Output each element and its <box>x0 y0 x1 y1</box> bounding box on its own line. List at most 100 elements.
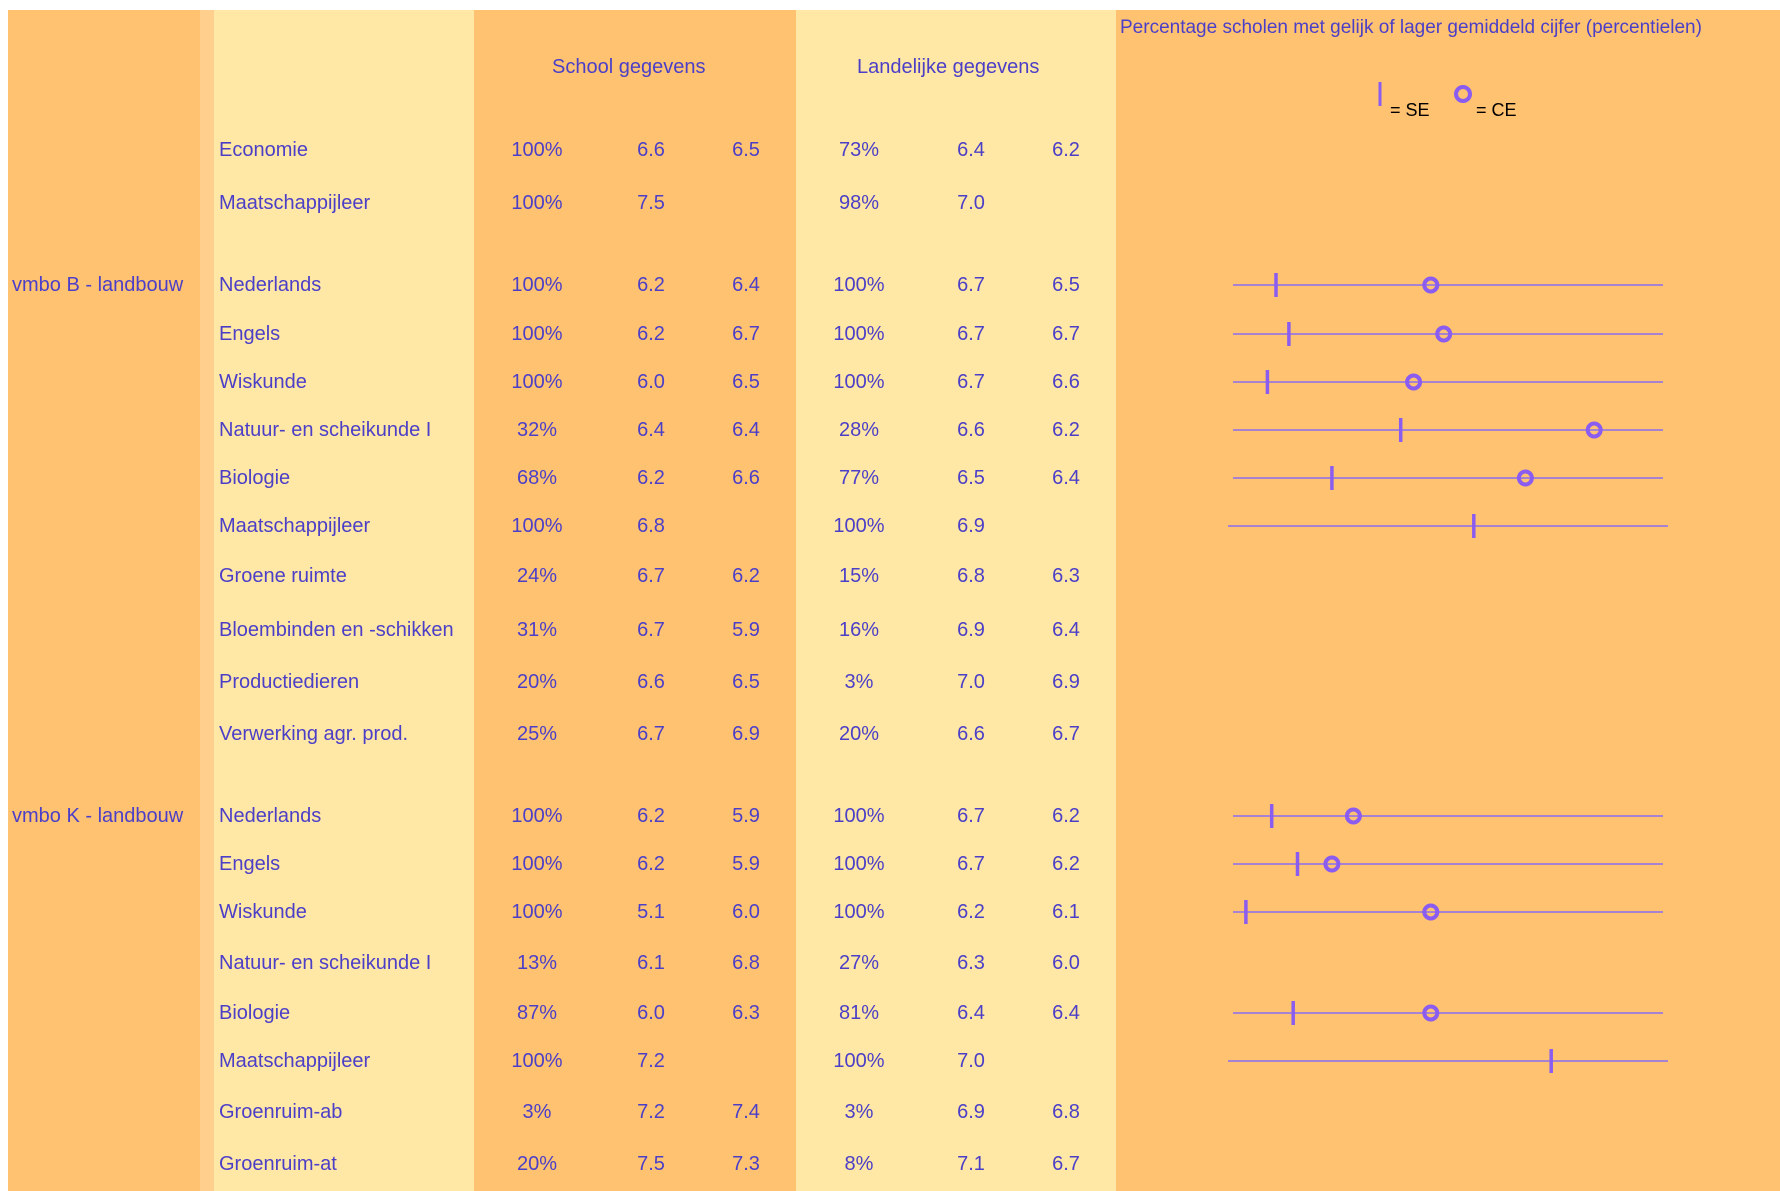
subject-name: Bloembinden en -schikken <box>219 619 454 641</box>
subject-name: Engels <box>219 323 281 345</box>
school-ce-grade: 7.3 <box>732 1153 760 1175</box>
national-se-grade: 6.8 <box>957 565 985 587</box>
national-se-grade: 7.0 <box>957 671 985 693</box>
school-percentage: 100% <box>511 371 563 393</box>
national-percentage: 98% <box>838 192 880 214</box>
school-percentage: 100% <box>511 1050 563 1072</box>
school-se-grade: 6.6 <box>637 139 665 161</box>
school-percentage: 24% <box>516 565 558 587</box>
school-se-grade: 5.1 <box>637 901 665 923</box>
school-percentage: 100% <box>511 853 563 875</box>
national-percentage: 16% <box>838 619 880 641</box>
subject-name: Nederlands <box>219 274 322 296</box>
school-ce-grade: 6.4 <box>732 274 760 296</box>
national-se-grade: 6.9 <box>957 619 985 641</box>
national-se-grade: 6.2 <box>957 901 985 923</box>
national-percentage: 77% <box>838 467 880 489</box>
school-percentage: 100% <box>511 139 563 161</box>
national-se-grade: 7.0 <box>957 1050 985 1072</box>
school-se-grade: 6.2 <box>637 853 665 875</box>
national-percentage: 100% <box>833 323 885 345</box>
school-percentage: 3% <box>522 1101 552 1123</box>
ce-marker <box>1323 855 1341 873</box>
subject-name: Productiedieren <box>219 671 360 693</box>
school-ce-grade: 6.9 <box>732 723 760 745</box>
school-percentage: 100% <box>511 192 563 214</box>
national-se-grade: 6.7 <box>957 371 985 393</box>
school-ce-grade: 6.7 <box>732 323 760 345</box>
national-ce-grade: 6.4 <box>1052 467 1080 489</box>
school-se-grade: 6.6 <box>637 671 665 693</box>
national-se-grade: 6.3 <box>957 952 985 974</box>
national-percentage: 100% <box>833 515 885 537</box>
school-se-grade: 6.8 <box>637 515 665 537</box>
national-ce-grade: 6.8 <box>1052 1101 1080 1123</box>
school-se-grade: 6.1 <box>637 952 665 974</box>
subject-name: Natuur- en scheikunde I <box>219 419 432 441</box>
school-se-grade: 6.2 <box>637 323 665 345</box>
national-percentage: 73% <box>838 139 880 161</box>
national-percentage: 20% <box>838 723 880 745</box>
school-ce-grade: 6.5 <box>732 139 760 161</box>
school-se-grade: 6.7 <box>637 723 665 745</box>
national-ce-grade: 6.5 <box>1052 274 1080 296</box>
subject-name: Wiskunde <box>219 371 307 393</box>
national-percentage: 100% <box>833 853 885 875</box>
national-ce-grade: 6.2 <box>1052 419 1080 441</box>
national-se-grade: 6.4 <box>957 1002 985 1024</box>
school-data-column <box>474 10 796 1191</box>
national-ce-grade: 6.2 <box>1052 853 1080 875</box>
national-ce-grade: 6.7 <box>1052 323 1080 345</box>
school-se-grade: 7.2 <box>637 1050 665 1072</box>
school-se-grade: 6.4 <box>637 419 665 441</box>
national-percentage: 3% <box>844 671 874 693</box>
percentile-chart-column <box>1116 10 1780 1191</box>
national-percentage: 100% <box>833 1050 885 1072</box>
subject-name: Natuur- en scheikunde I <box>219 952 432 974</box>
ce-marker <box>1405 373 1423 391</box>
national-se-grade: 6.7 <box>957 805 985 827</box>
national-percentage: 81% <box>838 1002 880 1024</box>
national-ce-grade: 6.0 <box>1052 952 1080 974</box>
school-ce-grade: 6.5 <box>732 671 760 693</box>
national-se-grade: 6.5 <box>957 467 985 489</box>
national-se-grade: 6.7 <box>957 323 985 345</box>
school-percentage: 25% <box>516 723 558 745</box>
subject-name: Groenruim-at <box>219 1153 337 1175</box>
school-ce-grade: 5.9 <box>732 853 760 875</box>
school-ce-grade: 6.6 <box>732 467 760 489</box>
national-percentage: 15% <box>838 565 880 587</box>
national-se-grade: 6.6 <box>957 723 985 745</box>
school-ce-grade: 6.0 <box>732 901 760 923</box>
school-ce-grade: 6.4 <box>732 419 760 441</box>
school-percentage: 68% <box>516 467 558 489</box>
national-se-grade: 7.0 <box>957 192 985 214</box>
ce-marker <box>1516 469 1534 487</box>
national-ce-grade: 6.7 <box>1052 1153 1080 1175</box>
legend-se-label: = SE <box>1390 100 1430 120</box>
ce-marker <box>1435 325 1453 343</box>
national-percentage: 28% <box>838 419 880 441</box>
chart-title: Percentage scholen met gelijk of lager g… <box>1120 17 1702 38</box>
school-ce-grade: 5.9 <box>732 619 760 641</box>
ce-marker <box>1422 903 1440 921</box>
national-percentage: 8% <box>844 1153 874 1175</box>
school-ce-grade: 6.5 <box>732 371 760 393</box>
national-ce-grade: 6.1 <box>1052 901 1080 923</box>
column-divider <box>200 10 214 1191</box>
subject-name: Biologie <box>219 467 291 489</box>
school-se-grade: 6.2 <box>637 805 665 827</box>
national-se-grade: 6.6 <box>957 419 985 441</box>
subject-name: Groenruim-ab <box>219 1101 343 1123</box>
national-se-grade: 6.7 <box>957 274 985 296</box>
school-data-header: School gegevens <box>552 56 706 78</box>
national-ce-grade: 6.6 <box>1052 371 1080 393</box>
school-se-grade: 6.2 <box>637 467 665 489</box>
subject-name: Wiskunde <box>219 901 307 923</box>
national-data-column <box>796 10 1116 1191</box>
school-percentage: 20% <box>516 1153 558 1175</box>
school-percentage: 31% <box>516 619 558 641</box>
national-se-grade: 6.9 <box>957 1101 985 1123</box>
group-label: vmbo B - landbouw <box>12 274 184 296</box>
